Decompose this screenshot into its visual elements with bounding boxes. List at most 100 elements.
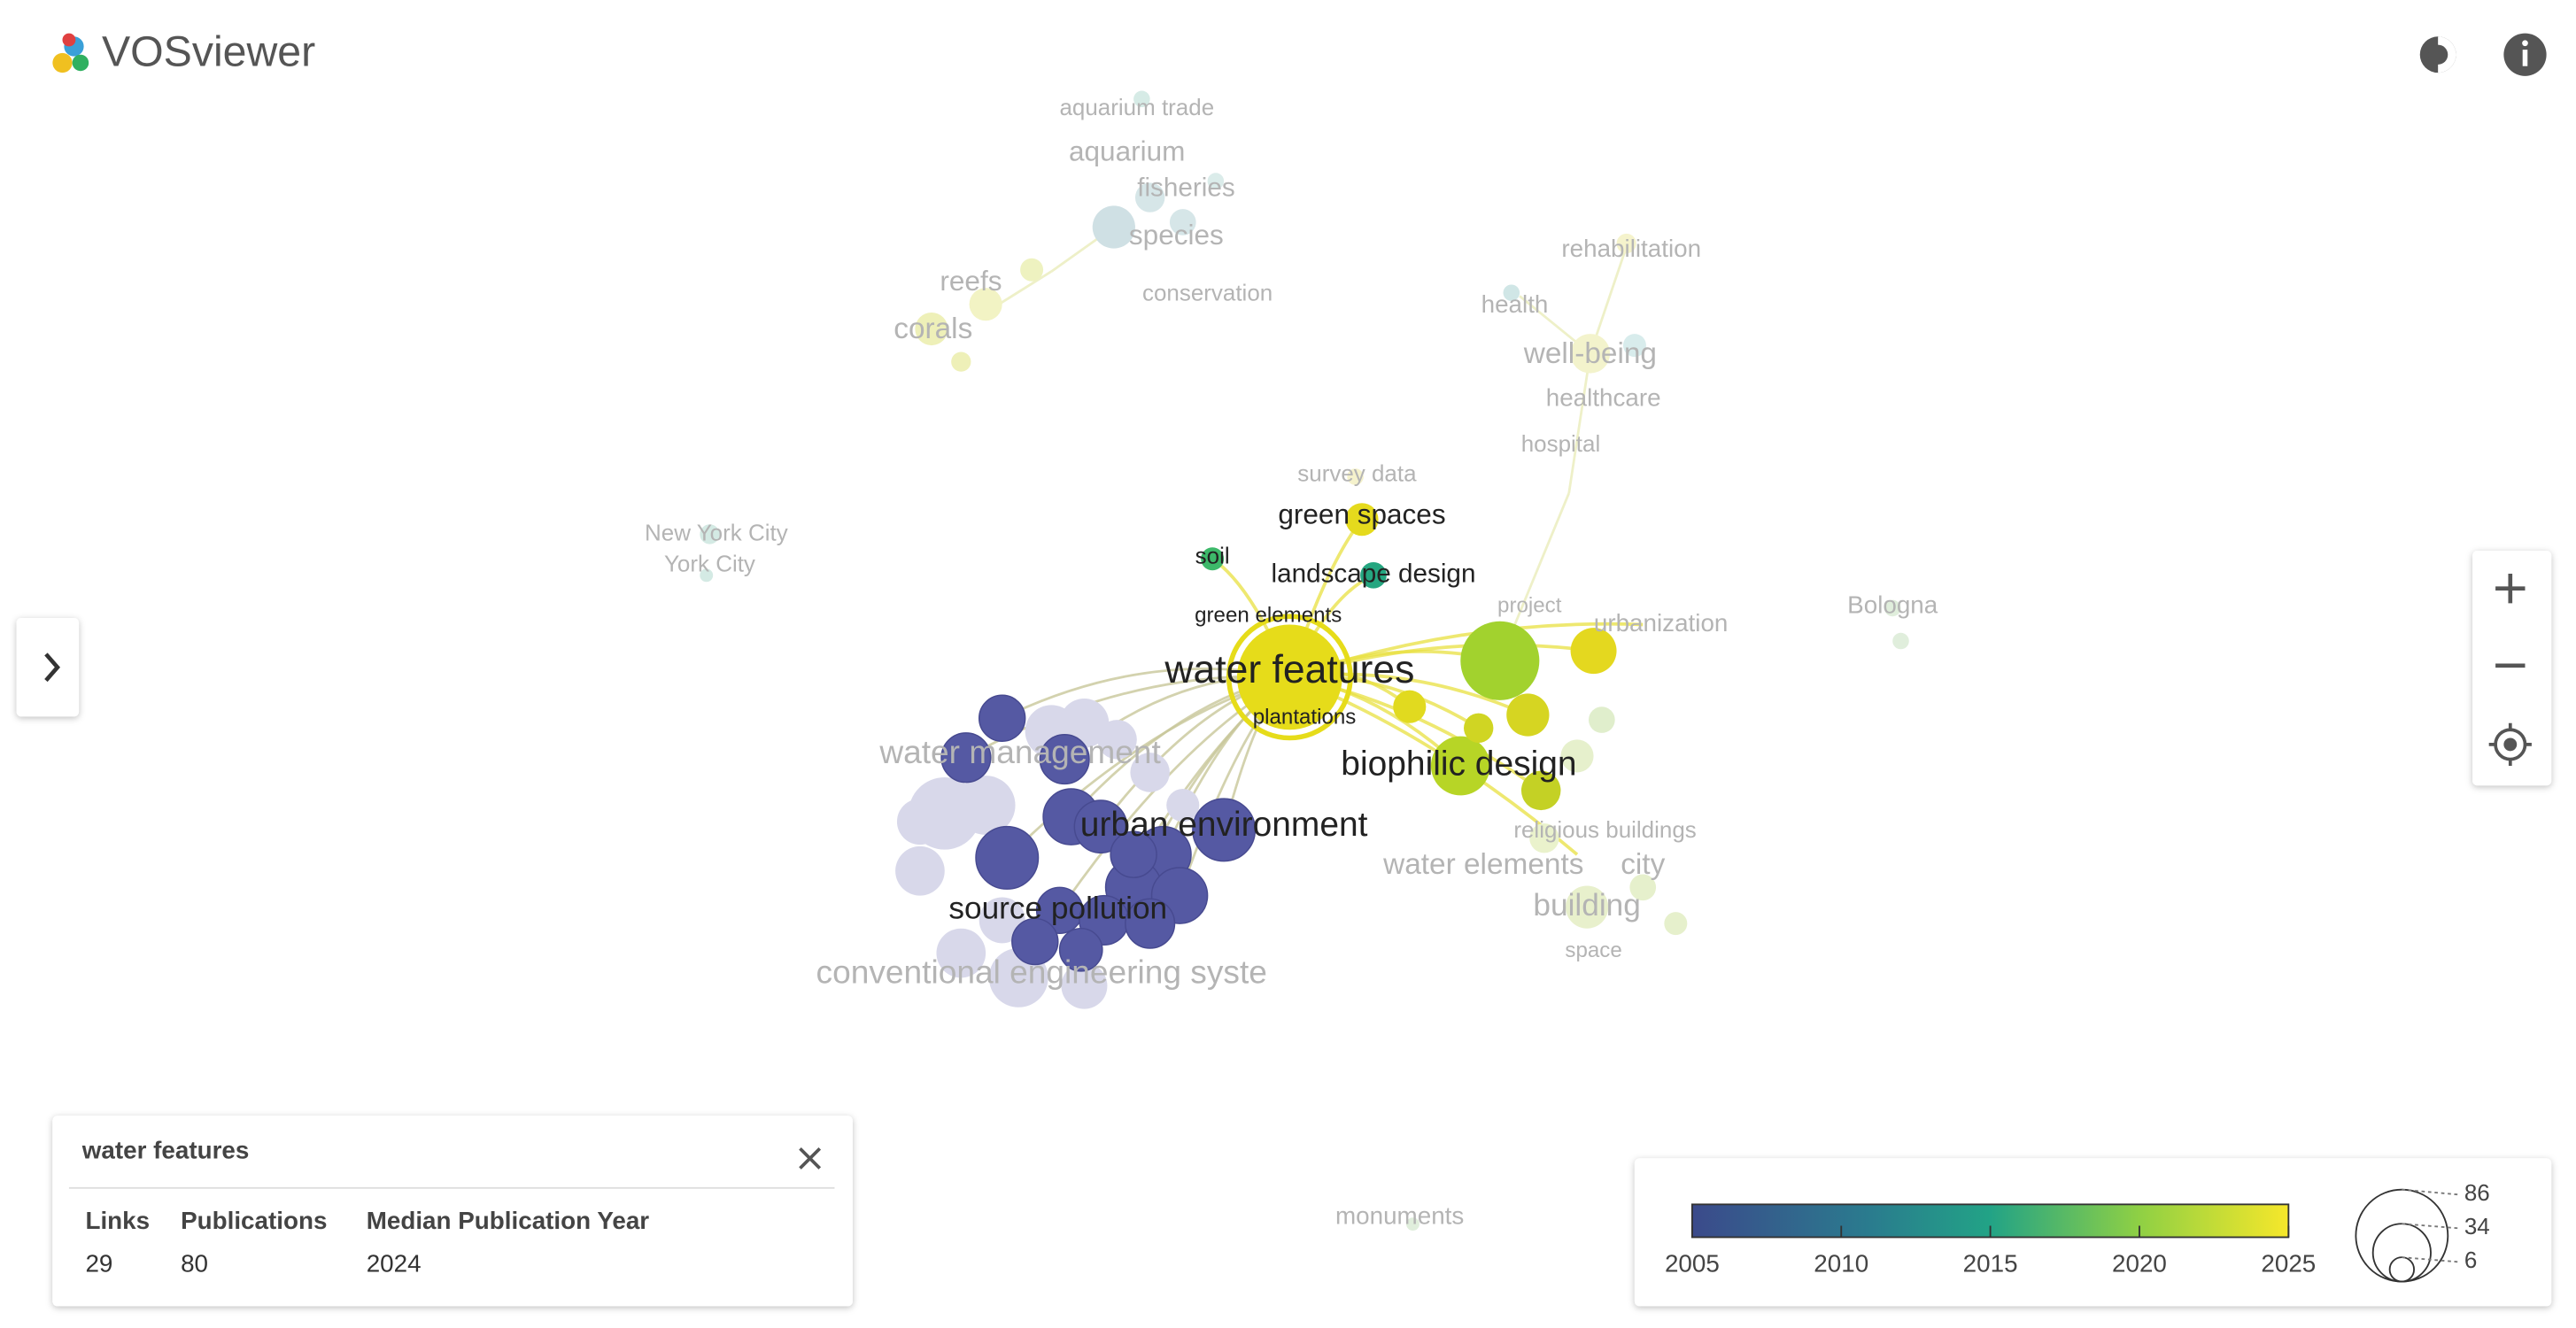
node-label: building [1533,888,1640,923]
node [1360,561,1387,589]
size-circle [2388,1256,2415,1283]
theme-toggle[interactable] [2419,36,2456,73]
node-label: conventional engineering syste [816,953,1267,990]
node-label: water elements [1382,848,1583,881]
node [1092,205,1135,249]
node [1570,334,1611,374]
node-label: urban environment [1080,806,1368,844]
node-label: soil [1195,542,1230,568]
size-leader [2402,1256,2458,1263]
node-labels: aquarium trade aquarium fisheries species co… [645,94,1938,1230]
node-label: Bologna [1847,591,1938,618]
node [1430,736,1490,796]
node-label: urbanization [1594,609,1729,637]
info-button[interactable] [2503,33,2547,76]
node-label: reefs [940,265,1002,297]
node-label: green elements [1195,604,1342,628]
node-label: hospital [1521,430,1601,457]
node [1892,632,1909,650]
node [1503,284,1520,301]
node [1464,713,1494,744]
node [1201,547,1225,571]
node [1134,182,1165,212]
legend-panel: 2005 2010 2015 2020 2025 86 34 6 [1634,1158,2552,1307]
node [1347,468,1364,485]
node [1207,173,1225,189]
node [1560,739,1594,773]
node [1097,720,1137,760]
node-label: city [1621,848,1665,881]
node [1406,1217,1420,1231]
node-label: New York City [645,519,788,545]
close-button[interactable] [799,1147,822,1170]
zoom-in[interactable] [2495,573,2526,604]
size-tick-label: 34 [2464,1213,2490,1239]
node [1570,628,1617,675]
node-label: project [1497,593,1562,617]
node [1460,621,1540,700]
node-label: fisheries [1137,174,1235,203]
sidebar-toggle[interactable] [16,618,80,717]
node-label: survey data [1297,460,1417,487]
node [1133,90,1150,108]
node [915,312,948,346]
header-cell: Median Publication Year [367,1207,650,1234]
node [1884,599,1901,617]
node-label: species [1129,219,1224,251]
size-leader [2402,1223,2458,1230]
node [895,845,945,896]
node-label: green spaces [1278,498,1445,529]
node [1506,693,1550,737]
details-title: water features [81,1136,250,1163]
node [1020,258,1044,282]
node [1629,874,1657,901]
node [1589,706,1615,733]
details-panel: water features Links Publications Median… [52,1116,853,1307]
node [1011,917,1059,966]
node-label: water features [1164,648,1414,691]
node [1616,233,1636,254]
header-cell: Links [85,1207,150,1234]
node [1110,830,1157,878]
color-tick-label: 2005 [1665,1249,1720,1277]
reset-view[interactable] [2488,722,2532,767]
node [975,825,1040,890]
size-tick-label: 6 [2464,1247,2477,1273]
size-leader [2402,1188,2458,1196]
color-tick-label: 2015 [1963,1249,2018,1277]
color-tick-label: 2020 [2112,1249,2167,1277]
node-label: health [1481,290,1549,318]
node [1073,799,1128,854]
node [1166,788,1200,822]
node [1529,822,1559,853]
node [1169,209,1196,235]
node [1130,753,1170,792]
value-cell: 29 [85,1249,112,1277]
logo [52,33,89,73]
node-label: landscape design [1271,560,1475,589]
node [1039,734,1090,785]
node [940,732,992,784]
node-label: aquarium trade [1059,94,1214,120]
node [969,288,1002,321]
node-label: biophilic design [1341,745,1576,783]
node [978,694,1026,742]
node-label: aquarium [1069,135,1185,166]
node-label: conservation [1142,279,1273,305]
node [1345,503,1379,537]
node-label: space [1565,938,1621,962]
node-label: corals [893,313,972,345]
node [1192,798,1257,862]
node-label: religious buildings [1513,816,1696,843]
node-label: rehabilitation [1561,235,1701,262]
node-label: well-being [1523,337,1657,370]
color-tick-label: 2025 [2261,1249,2316,1277]
node [1236,624,1342,730]
node [1520,770,1561,811]
node-label: source pollution [948,892,1167,926]
node [700,524,720,544]
zoom-controls [2472,550,2552,786]
node-label: York City [664,551,755,577]
node [951,351,971,372]
value-cell: 2024 [367,1249,422,1277]
